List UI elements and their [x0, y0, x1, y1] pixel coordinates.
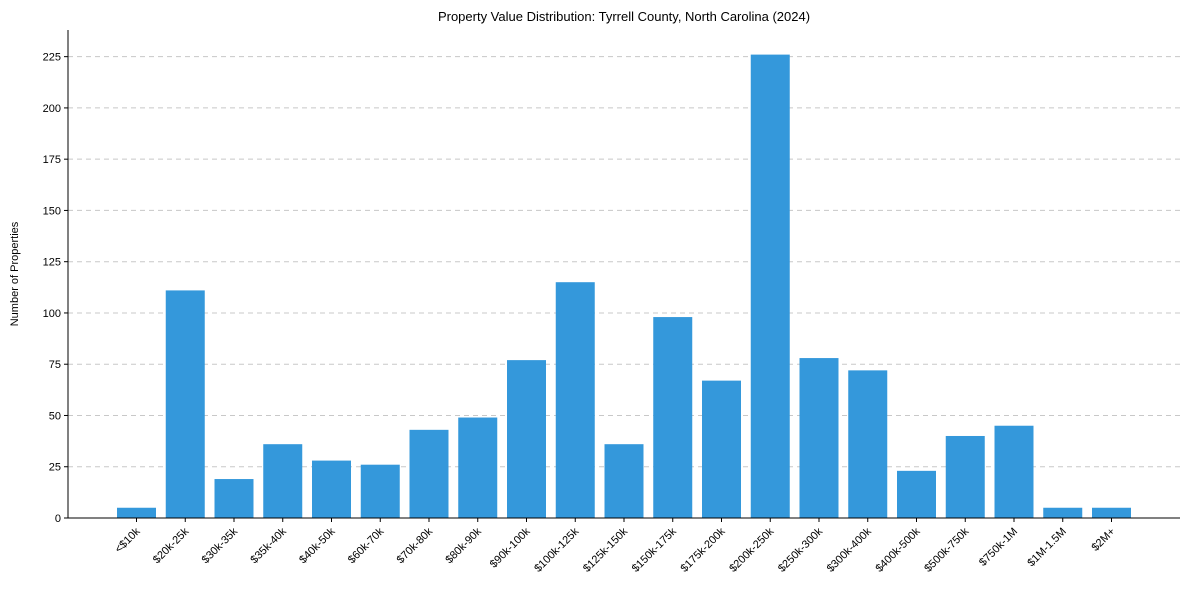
bar — [1043, 507, 1083, 518]
bar — [165, 290, 205, 518]
chart-title: Property Value Distribution: Tyrrell Cou… — [438, 9, 810, 24]
y-tick-label: 125 — [43, 257, 61, 269]
y-tick-label: 100 — [43, 308, 61, 320]
y-axis-label: Number of Properties — [9, 221, 21, 326]
gridlines — [68, 56, 1180, 468]
x-tick-label: <$10k — [113, 525, 143, 555]
x-tick-label: $175k-200k — [678, 525, 727, 574]
bar — [117, 507, 156, 518]
y-tick-label: 75 — [49, 359, 61, 371]
bar — [897, 470, 936, 518]
x-tick-label: $90k-100k — [488, 525, 533, 570]
x-tick-label: $60k-70k — [346, 525, 387, 566]
y-tick-label: 150 — [43, 205, 61, 217]
x-tick-label: $80k-90k — [443, 525, 484, 566]
bar — [848, 370, 888, 518]
bar — [555, 282, 595, 518]
x-tick-label: $250k-300k — [776, 525, 825, 574]
bar — [702, 380, 741, 518]
x-tick-label: $100k-125k — [532, 525, 581, 574]
bar — [799, 358, 839, 518]
bar — [994, 425, 1034, 518]
bar — [360, 464, 400, 518]
x-tick-label: $500k-750k — [922, 525, 971, 574]
x-tick-label: $40k-50k — [297, 525, 338, 566]
bar — [604, 444, 644, 518]
bar — [507, 360, 546, 518]
x-tick-label: $125k-150k — [581, 525, 630, 574]
y-ticks: 0 25 50 75 100 125 150 175 200 225 — [43, 52, 68, 525]
x-tick-label: $70k-80k — [395, 525, 436, 566]
y-tick-label: 0 — [55, 513, 61, 525]
bar — [750, 54, 790, 518]
bar — [409, 429, 449, 518]
bar — [945, 435, 985, 518]
y-tick-label: 50 — [49, 410, 61, 422]
bar — [1092, 507, 1131, 518]
y-tick-label: 200 — [43, 103, 61, 115]
bar — [263, 444, 303, 518]
x-tick-label: $20k-25k — [151, 525, 192, 566]
x-ticks: <$10k $20k-25k $30k-35k $35k-40k $40k-50k $60… — [113, 518, 1118, 575]
bar — [458, 417, 498, 518]
y-tick-label: 175 — [43, 154, 61, 166]
bars — [117, 54, 1131, 518]
x-tick-label: $1M-1.5M — [1025, 526, 1069, 570]
bar — [653, 317, 693, 518]
y-tick-label: 225 — [43, 52, 61, 64]
bar — [312, 460, 351, 518]
x-tick-label: $300k-400k — [825, 525, 874, 574]
x-tick-label: $750k-1M — [977, 526, 1020, 569]
x-tick-label: $2M+ — [1089, 526, 1117, 554]
x-tick-label: $150k-175k — [630, 525, 679, 574]
x-tick-label: $35k-40k — [248, 525, 289, 566]
x-tick-label: $200k-250k — [727, 525, 776, 574]
bar — [214, 479, 254, 518]
x-tick-label: $400k-500k — [873, 525, 922, 574]
y-tick-label: 25 — [49, 462, 61, 474]
x-tick-label: $30k-35k — [200, 525, 241, 566]
